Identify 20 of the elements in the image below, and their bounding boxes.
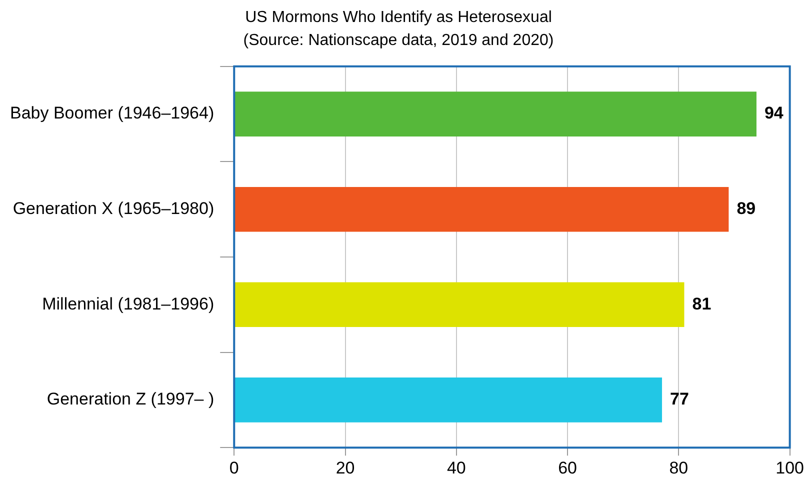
bar — [234, 92, 756, 136]
bar — [234, 186, 729, 232]
y-tick-label: Generation X (1965–1980) — [12, 199, 214, 218]
chart-title: US Mormons Who Identify as Heterosexual — [245, 9, 552, 26]
y-tick-label: Generation Z (1997– ) — [46, 390, 214, 409]
y-tick-label: Millennial (1981–1996) — [42, 294, 214, 314]
y-tick-label: Baby Boomer (1946–1964) — [10, 104, 214, 123]
x-tick-label: 40 — [446, 458, 466, 478]
x-tick-label: 60 — [558, 458, 578, 478]
data-label: 77 — [670, 390, 689, 409]
x-tick-label: 0 — [229, 458, 239, 478]
x-tick-label: 20 — [336, 458, 355, 478]
chart-subtitle: (Source: Nationscape data, 2019 and 2020) — [243, 32, 554, 50]
data-label: 81 — [692, 294, 712, 314]
data-label: 89 — [736, 199, 756, 218]
x-tick-label: 100 — [776, 458, 804, 478]
bar — [234, 282, 684, 328]
x-tick-label: 80 — [669, 458, 688, 478]
data-label: 94 — [764, 104, 784, 123]
bar — [234, 378, 662, 422]
